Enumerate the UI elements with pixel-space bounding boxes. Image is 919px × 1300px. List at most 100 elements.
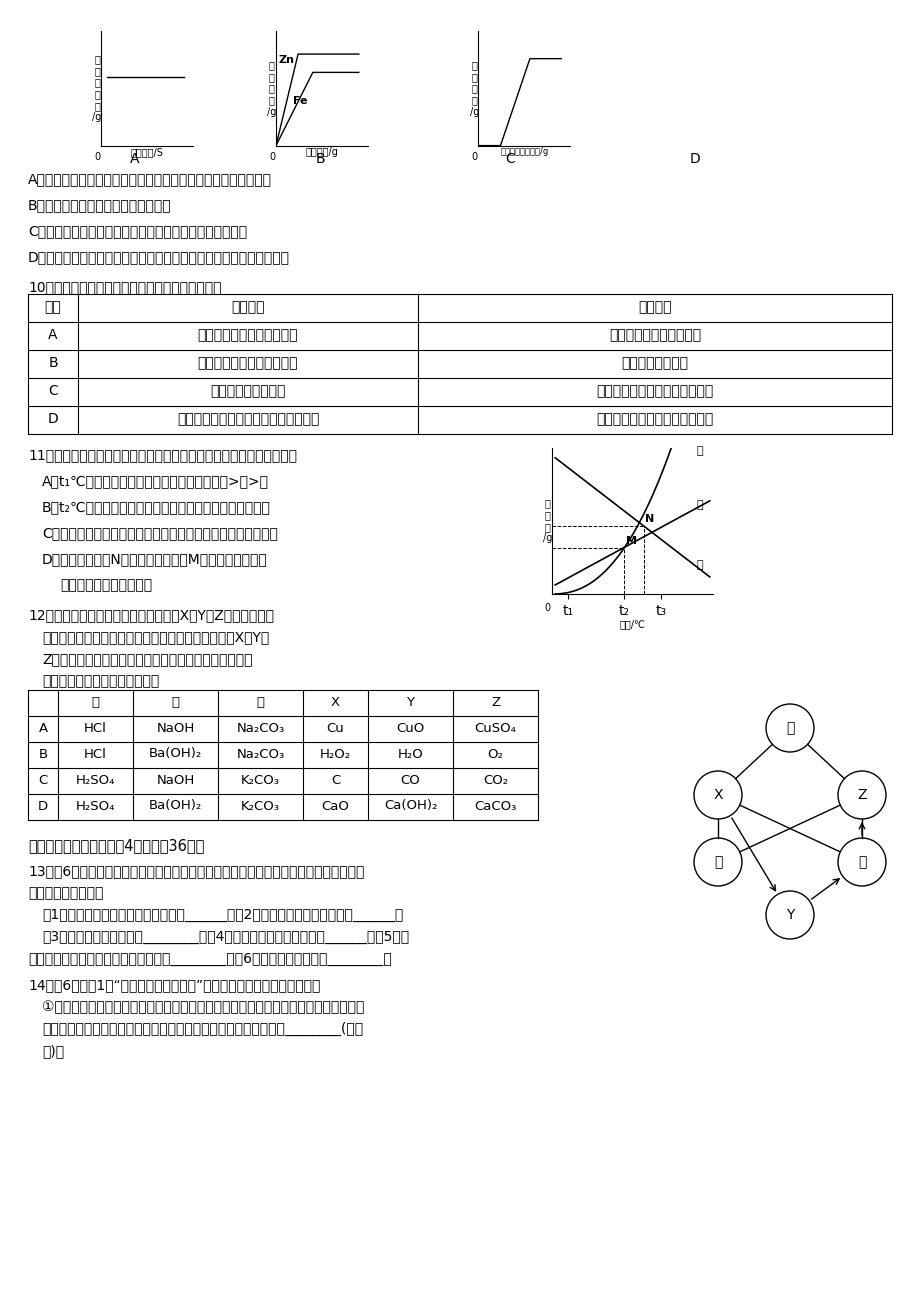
Text: 证明分子在不断运动: 证明分子在不断运动 [210,384,286,398]
Text: 0: 0 [543,603,550,612]
Text: H₂O: H₂O [397,747,423,760]
Text: D: D [689,152,699,166]
Text: Ba(OH)₂: Ba(OH)₂ [149,747,202,760]
Text: Fe: Fe [292,96,307,107]
Text: K₂CO₃: K₂CO₃ [241,774,279,786]
Text: CuSO₄: CuSO₄ [474,722,516,734]
Text: CO₂: CO₂ [482,774,507,786]
Text: CO: CO [400,774,420,786]
Text: M: M [626,536,636,546]
Text: 0: 0 [471,152,477,162]
Text: 14．（6分）（1）“健康饮食、均衡营养”是青少年健康成长的重要保证。: 14．（6分）（1）“健康饮食、均衡营养”是青少年健康成长的重要保证。 [28,978,320,992]
Text: 甲: 甲 [785,722,793,734]
Text: 甲: 甲 [91,696,99,708]
Text: CaO: CaO [322,800,349,812]
Text: 乙: 乙 [171,696,179,708]
Text: C: C [39,774,48,786]
Text: 乙: 乙 [713,855,721,868]
Text: Y: Y [785,907,793,922]
Text: 实验方案: 实验方案 [638,300,671,315]
Text: Na₂CO₃: Na₂CO₃ [236,747,284,760]
Text: C．向等质量、等浓度的稀硫酸中分别逐渐加入锌粉和铁粉: C．向等质量、等浓度的稀硫酸中分别逐渐加入锌粉和铁粉 [28,224,247,238]
Text: 0: 0 [269,152,275,162]
Text: 中连线两端的甲、乙、丙溶液两两之间能发生反应；X、Y、: 中连线两端的甲、乙、丙溶液两两之间能发生反应；X、Y、 [42,630,269,644]
Text: HCl: HCl [84,747,107,760]
Text: H₂SO₄: H₂SO₄ [75,774,115,786]
Text: 收集二氧化碳时，检验集气瓶是否集满: 收集二氧化碳时，检验集气瓶是否集满 [176,412,319,426]
Text: Z: Z [491,696,500,708]
Text: X: X [331,696,340,708]
Text: A．用等质量、等浓度的过氧化氢溶液在有无催化剂条件下制氧气: A．用等质量、等浓度的过氧化氢溶液在有无催化剂条件下制氧气 [28,172,272,186]
Text: Ba(OH)₂: Ba(OH)₂ [149,800,202,812]
Text: H₂SO₄: H₂SO₄ [75,800,115,812]
Text: CuO: CuO [396,722,425,734]
Text: Zn: Zn [278,55,294,65]
Text: B．一定质量的红磷在密闭容器中燃烧: B．一定质量的红磷在密闭容器中燃烧 [28,198,172,212]
Y-axis label: 物
质
总
质
量
/g: 物 质 总 质 量 /g [92,55,102,122]
Text: A: A [48,328,58,342]
Text: 将一滴红墨水滴入一杯纯净水中: 将一滴红墨水滴入一杯纯净水中 [596,384,713,398]
Text: C: C [48,384,58,398]
Y-axis label: 沉
淀
质
量
/g: 沉 淀 质 量 /g [469,60,479,117]
Text: 丙: 丙 [857,855,866,868]
Text: 除去鐵粉中混有的少量銀粉: 除去鐵粉中混有的少量銀粉 [198,328,298,342]
Text: 丙: 丙 [256,696,265,708]
Text: NaOH: NaOH [156,774,195,786]
Text: A: A [130,152,140,166]
Text: 育期的青少年每天需要较多的蛋白质。下列物质中富含蛋白质的有________(填字: 育期的青少年每天需要较多的蛋白质。下列物质中富含蛋白质的有________(填字 [42,1022,363,1036]
Text: 二、非选择题（本题包括4小题，共36分）: 二、非选择题（本题包括4小题，共36分） [28,838,204,853]
Text: Z之间只通过一步反应就能实现如箭头所指方向的转化。: Z之间只通过一步反应就能实现如箭头所指方向的转化。 [42,653,252,666]
Text: D．向一定质量的氯化铜和稀盐酸的混合溶液中逐滴加入氢氧化钠溶液: D．向一定质量的氯化铜和稀盐酸的混合溶液中逐滴加入氢氧化钠溶液 [28,250,289,264]
Text: O₂: O₂ [487,747,503,760]
Text: B: B [48,356,58,370]
Text: 取样灸烧后闻气味: 取样灸烧后闻气味 [621,356,687,370]
Text: K₂CO₃: K₂CO₃ [241,800,279,812]
X-axis label: 温度/℃: 温度/℃ [618,619,645,629]
Text: 用一根燃着的木条放在集气瓶口: 用一根燃着的木条放在集气瓶口 [596,412,713,426]
Text: 母)。: 母)。 [42,1044,64,1058]
Text: A: A [39,722,48,734]
Text: B．t₂℃时，甲、丙两种物质的溶液中溶质的质量分数相等: B．t₂℃时，甲、丙两种物质的溶液中溶质的质量分数相等 [42,500,270,514]
Text: Z: Z [857,788,866,802]
Text: Ca(OH)₂: Ca(OH)₂ [383,800,437,812]
X-axis label: 反应时间/S: 反应时间/S [130,147,164,157]
Text: B: B [39,747,48,760]
Text: 组成元素是地壳中含量最高的金属元素________；（6）可作复合肥料的是________。: 组成元素是地壳中含量最高的金属元素________；（6）可作复合肥料的是___… [28,952,391,966]
Text: 实验目的: 实验目的 [231,300,265,315]
X-axis label: 金属质量/g: 金属质量/g [305,147,338,157]
Text: 12．如右下图所示，现有甲、乙、丙、X、Y、Z六种物质，其: 12．如右下图所示，现有甲、乙、丙、X、Y、Z六种物质，其 [28,608,274,621]
Text: 甲: 甲 [697,446,703,456]
Text: C: C [331,774,340,786]
Text: H₂O₂: H₂O₂ [320,747,351,760]
Text: 乙: 乙 [697,500,703,510]
Y-axis label: 溶
解
度
/g: 溶 解 度 /g [542,499,552,543]
Text: 用足量稀盐酸溢解后过滤: 用足量稀盐酸溢解后过滤 [608,328,700,342]
Text: HCl: HCl [84,722,107,734]
Text: C．若甲物质中混有少量的乙物质，可用降温结晶的方法提纯甲: C．若甲物质中混有少量的乙物质，可用降温结晶的方法提纯甲 [42,526,278,539]
Text: 鉴别纯羊毛织品和涤纶织品: 鉴别纯羊毛织品和涤纶织品 [198,356,298,370]
Text: 11．右图是甲、乙、丙三种固体物质的溶解度曲线。下列叙述错误的是: 11．右图是甲、乙、丙三种固体物质的溶解度曲线。下列叙述错误的是 [28,448,297,461]
Text: 选项: 选项 [45,300,62,315]
Text: 0: 0 [95,152,100,162]
Text: A．t₁℃时，三种物质的溶解度大小顺序为：丙>乙>甲: A．t₁℃时，三种物质的溶解度大小顺序为：丙>乙>甲 [42,474,268,488]
Text: D: D [48,412,58,426]
Text: D．若要将组成在N点的甲溶液转变为M点的甲溶液，可以: D．若要将组成在N点的甲溶液转变为M点的甲溶液，可以 [42,552,267,566]
Text: NaOH: NaOH [156,722,195,734]
Text: （1）可充入食品包装袋用于防腐的是______；（2）发酵粉的主要成分之一是______；: （1）可充入食品包装袋用于防腐的是______；（2）发酵粉的主要成分之一是__… [42,907,403,922]
Text: B: B [315,152,324,166]
Text: N: N [645,515,654,524]
Text: 要求用化学式填空：: 要求用化学式填空： [28,887,103,900]
Text: 13．（6分）现有以下六种物质：硝酸钾、小苏打、铝、石墨、天然气、氮气。根据下列: 13．（6分）现有以下六种物质：硝酸钾、小苏打、铝、石墨、天然气、氮气。根据下列 [28,864,364,878]
Text: Na₂CO₃: Na₂CO₃ [236,722,284,734]
Text: X: X [712,788,722,802]
Text: 下列符合上述要求的一组物质是: 下列符合上述要求的一组物质是 [42,673,159,688]
Text: CaCO₃: CaCO₃ [474,800,516,812]
Text: D: D [38,800,48,812]
Text: 采用恒温蒸发溶剂的方法: 采用恒温蒸发溶剂的方法 [60,578,152,592]
Text: Y: Y [406,696,414,708]
Text: 10．下列实验中利用提供的方案不能达到目的的是: 10．下列实验中利用提供的方案不能达到目的的是 [28,280,221,294]
Y-axis label: 氢
气
质
量
/g: 氢 气 质 量 /g [267,60,277,117]
Text: （3）可作干电池电极的是________；（4）可作燃料，其主要成分是______；（5）其: （3）可作干电池电极的是________；（4）可作燃料，其主要成分是_____… [42,930,409,944]
Text: ①蛋白质是构成细胞的基本物质，是机体生长和修补受损组织的主要原料。处于生长发: ①蛋白质是构成细胞的基本物质，是机体生长和修补受损组织的主要原料。处于生长发 [42,1000,364,1014]
Text: Cu: Cu [326,722,344,734]
